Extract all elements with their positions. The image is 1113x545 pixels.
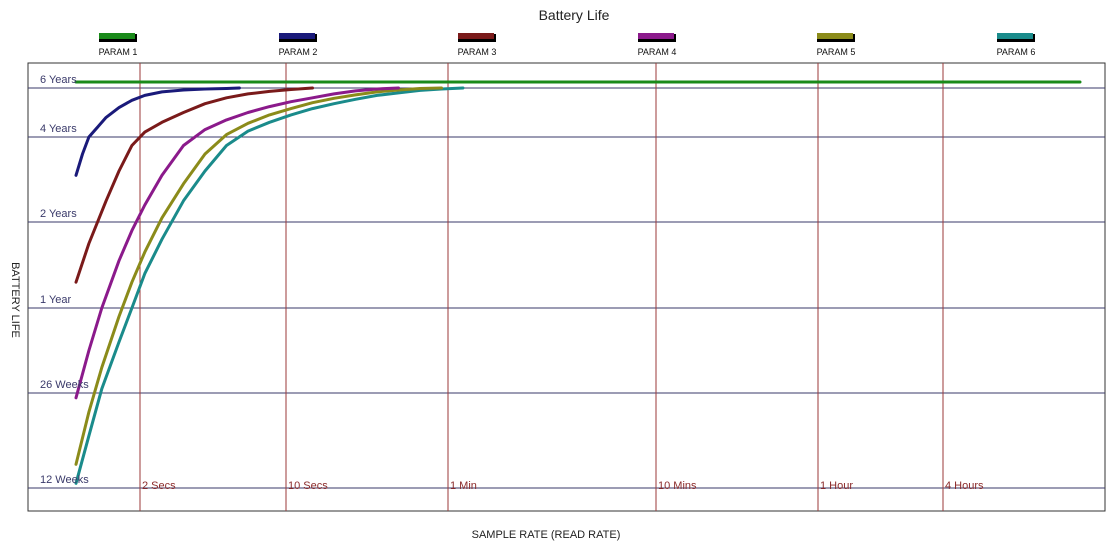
legend: PARAM 1 PARAM 2 PARAM 3 PARAM 4 PARAM 5 PARAM…: [99, 33, 1036, 57]
y-tick-26-weeks: 26 Weeks: [40, 379, 89, 391]
x-tick-10-secs: 10 Secs: [288, 480, 328, 492]
series-param-5: [74, 86, 443, 466]
legend-swatch-param-3: [458, 33, 494, 39]
legend-label-param-2: PARAM 2: [279, 47, 318, 57]
y-tick-4-years: 4 Years: [40, 123, 77, 135]
x-tick-4-hours: 4 Hours: [945, 480, 984, 492]
legend-item-param-6: PARAM 6: [997, 33, 1036, 57]
x-axis-label: SAMPLE RATE (READ RATE): [472, 529, 621, 541]
x-tick-labels: 2 Secs 10 Secs 1 Min 10 Mins 1 Hour 4 Hours: [142, 480, 984, 492]
x-tick-10-mins: 10 Mins: [658, 480, 697, 492]
legend-label-param-6: PARAM 6: [997, 47, 1036, 57]
y-tick-6-years: 6 Years: [40, 74, 77, 86]
series-param-2: [74, 86, 241, 177]
series-param-6: [74, 86, 465, 485]
y-tick-12-weeks: 12 Weeks: [40, 474, 89, 486]
series-param-3: [74, 86, 314, 284]
legend-item-param-5: PARAM 5: [817, 33, 856, 57]
x-tick-1-min: 1 Min: [450, 480, 477, 492]
legend-label-param-1: PARAM 1: [99, 47, 138, 57]
legend-swatch-param-2: [279, 33, 315, 39]
legend-label-param-3: PARAM 3: [458, 47, 497, 57]
legend-item-param-1: PARAM 1: [99, 33, 138, 57]
series-param-4: [74, 86, 400, 400]
legend-swatch-param-5: [817, 33, 853, 39]
legend-swatch-param-6: [997, 33, 1033, 39]
y-tick-labels: 6 Years 4 Years 2 Years 1 Year 26 Weeks 12 We…: [40, 74, 89, 486]
y-tick-2-years: 2 Years: [40, 208, 77, 220]
y-axis-label: BATTERY LIFE: [9, 262, 21, 338]
plot-frame: [27, 62, 1106, 512]
series-layer: [74, 80, 1082, 485]
x-tick-2-secs: 2 Secs: [142, 480, 176, 492]
x-tick-1-hour: 1 Hour: [820, 480, 853, 492]
chart-title: Battery Life: [539, 7, 610, 23]
legend-label-param-4: PARAM 4: [638, 47, 677, 57]
legend-swatch-param-1: [99, 33, 135, 39]
legend-label-param-5: PARAM 5: [817, 47, 856, 57]
legend-item-param-4: PARAM 4: [638, 33, 677, 57]
legend-item-param-3: PARAM 3: [458, 33, 497, 57]
legend-swatch-param-4: [638, 33, 674, 39]
legend-item-param-2: PARAM 2: [279, 33, 318, 57]
y-tick-1-year: 1 Year: [40, 294, 72, 306]
